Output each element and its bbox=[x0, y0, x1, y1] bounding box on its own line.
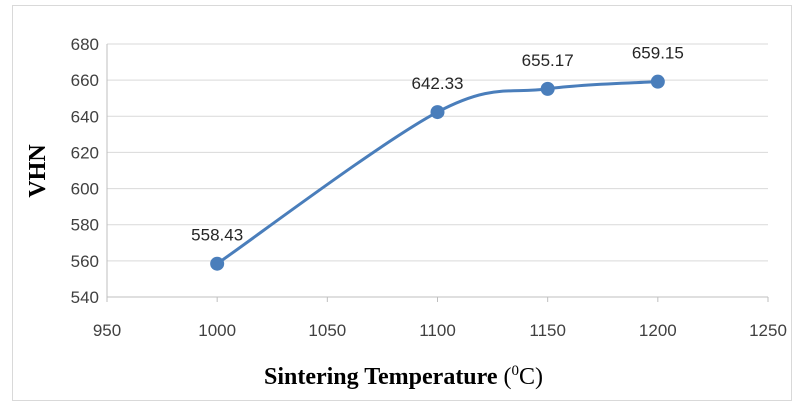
y-tick-label: 540 bbox=[71, 288, 99, 307]
x-axis-label: Sintering Temperature (0C) bbox=[0, 363, 807, 391]
x-axis-label-text: Sintering Temperature bbox=[263, 364, 498, 390]
x-tick-label: 950 bbox=[93, 321, 121, 340]
y-tick-label: 600 bbox=[71, 180, 99, 199]
x-axis-unit-degree: 0 bbox=[511, 363, 520, 379]
series-layer bbox=[210, 74, 665, 271]
y-axis-label: VHN bbox=[25, 144, 51, 198]
x-tick-labels: 950 1000 1050 1100 1150 1200 1250 bbox=[93, 321, 787, 340]
x-tick-label: 1000 bbox=[198, 321, 236, 340]
data-label: 659.15 bbox=[632, 44, 684, 63]
data-point bbox=[430, 105, 445, 120]
chart-frame bbox=[12, 5, 792, 401]
y-tick-label: 640 bbox=[71, 107, 99, 126]
x-tick-label: 1150 bbox=[529, 321, 566, 340]
x-tick-label: 1200 bbox=[639, 321, 677, 340]
x-tick-label: 1250 bbox=[749, 321, 787, 340]
x-axis-unit-close: C) bbox=[519, 364, 544, 390]
data-label: 655.17 bbox=[522, 51, 574, 70]
data-point bbox=[210, 256, 225, 271]
y-tick-label: 660 bbox=[71, 71, 99, 90]
y-tick-label: 580 bbox=[71, 216, 99, 235]
series-line bbox=[216, 80, 658, 265]
data-label: 642.33 bbox=[412, 74, 464, 93]
x-tick-label: 1050 bbox=[308, 321, 346, 340]
y-tick-label: 680 bbox=[71, 35, 99, 54]
x-tick-label: 1100 bbox=[419, 321, 456, 340]
axes bbox=[106, 44, 769, 302]
data-label: 558.43 bbox=[191, 226, 243, 245]
data-labels: 558.43 642.33 655.17 659.15 bbox=[191, 44, 684, 245]
x-axis-unit-open: ( bbox=[497, 364, 512, 390]
y-tick-labels: 540 560 580 600 620 640 660 680 bbox=[71, 35, 99, 307]
data-point bbox=[650, 74, 665, 89]
y-tick-label: 620 bbox=[71, 143, 99, 162]
data-point bbox=[540, 81, 555, 96]
y-tick-label: 560 bbox=[71, 252, 99, 271]
